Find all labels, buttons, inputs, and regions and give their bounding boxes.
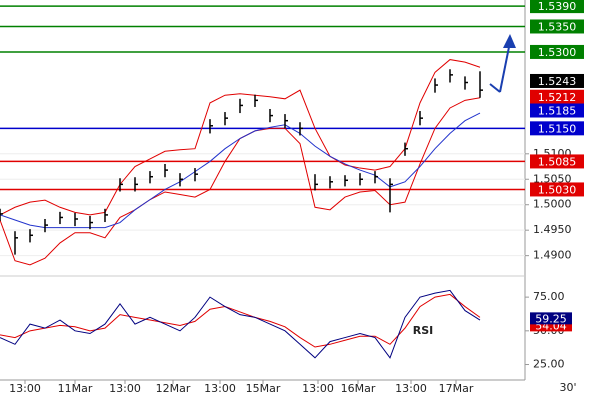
moving-average <box>0 112 481 229</box>
x-tick-label: 11Mar <box>58 382 93 395</box>
rsi-line <box>0 289 481 359</box>
x-tick-label: 12Mar <box>156 382 191 395</box>
x-tick-label: 13:00 <box>9 382 41 395</box>
x-tick-label: 16Mar <box>341 382 376 395</box>
y-tick-label: 25.00 <box>533 358 565 371</box>
band-upper <box>0 59 481 216</box>
x-tick-label: 13:00 <box>109 382 141 395</box>
timeframe: 30' <box>559 381 576 394</box>
level-box <box>530 0 584 14</box>
y-tick-label: 1.4950 <box>533 223 572 236</box>
y-tick-label: 1.4900 <box>533 249 572 262</box>
level-label: 1.5185 <box>538 105 577 118</box>
x-tick-label: 13:00 <box>395 382 427 395</box>
level-box <box>530 121 584 136</box>
level-label: 1.5350 <box>538 20 577 33</box>
level-label: 1.5150 <box>538 122 577 135</box>
y-tick-label: 1.5000 <box>533 198 572 211</box>
level-label: 1.5212 <box>538 91 577 104</box>
level-label: 1.5390 <box>538 0 577 13</box>
level-box <box>530 19 584 34</box>
price-panel: 1.49001.49501.50001.50501.51001.53901.53… <box>0 0 584 266</box>
rsi-panel: 25.0050.0075.0013:0011Mar13:0012Mar13:00… <box>0 289 572 395</box>
level-label: 1.5030 <box>538 183 577 196</box>
level-box <box>530 89 584 104</box>
x-tick-label: 13:00 <box>302 382 334 395</box>
y-tick-label: 1.5050 <box>533 172 572 185</box>
level-label: 1.5243 <box>538 75 577 88</box>
level-box <box>530 73 584 88</box>
rsi-value-box <box>530 312 572 325</box>
forecast-arrow <box>489 34 516 93</box>
x-tick-label: 15Mar <box>246 382 281 395</box>
rsi-line <box>0 293 481 348</box>
x-tick-label: 13:00 <box>204 382 236 395</box>
level-box <box>530 103 584 118</box>
x-tick-label: 17Mar <box>439 382 474 395</box>
level-label: 1.5300 <box>538 46 577 59</box>
y-tick-label: 75.00 <box>533 290 565 303</box>
level-box <box>530 154 584 169</box>
level-box <box>530 182 584 197</box>
rsi-title: RSI <box>413 324 434 337</box>
rsi-value-label: 59.25 <box>535 312 567 325</box>
level-box <box>530 44 584 59</box>
level-label: 1.5085 <box>538 155 577 168</box>
